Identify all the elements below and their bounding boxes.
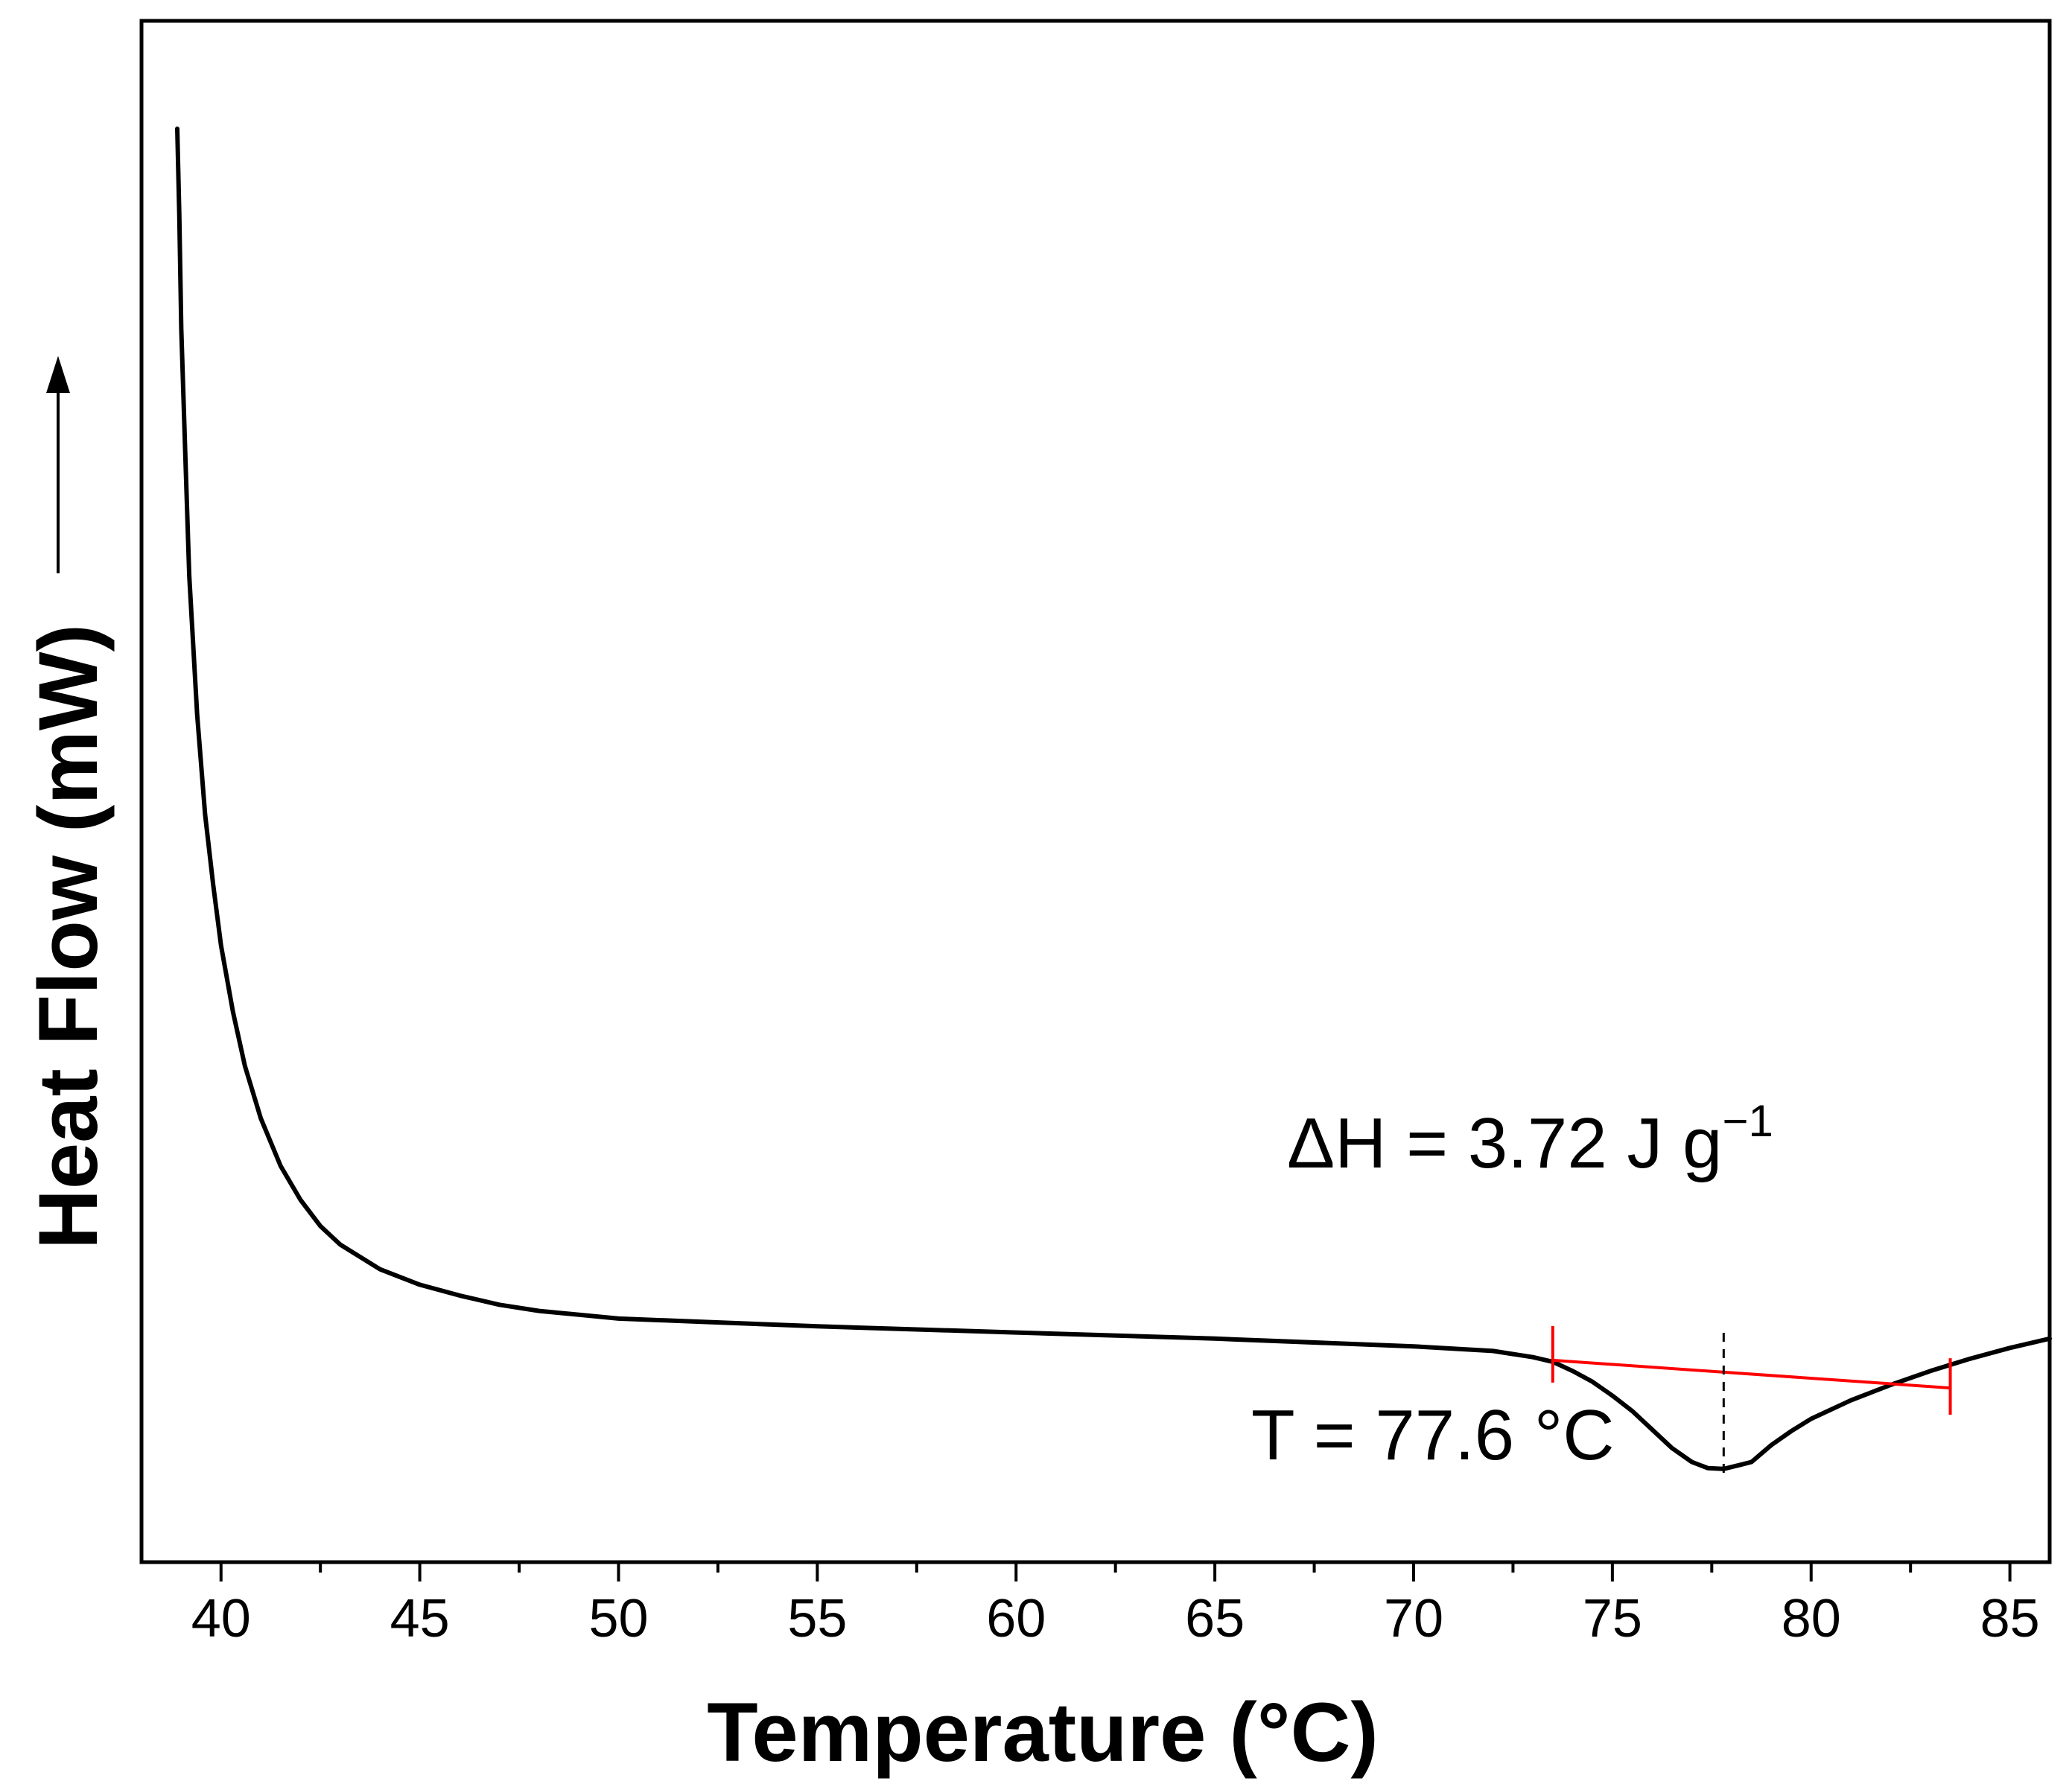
x-tick-label: 60 [986,1589,1046,1649]
peak-temperature-annotation: T = 77.6 °C [1251,1395,1615,1475]
integration-baseline [1551,1325,1952,1415]
enthalpy-superscript: −1 [1722,1096,1773,1146]
x-axis-title: Temperature (°C) [707,1686,1379,1779]
x-tick-label: 50 [588,1589,648,1649]
x-axis-ticks [219,1562,2012,1581]
baseline-line [1552,1358,1951,1390]
x-tick-label: 70 [1384,1589,1443,1649]
plot-frame [139,19,2052,1564]
enthalpy-annotation: ΔH = 3.72 J g−1 [1287,1096,1773,1183]
x-tick-label: 65 [1185,1589,1245,1649]
enthalpy-text: ΔH = 3.72 J g [1287,1103,1722,1183]
x-axis-tick-labels: 40 45 50 55 60 65 70 75 80 85 [191,1589,2040,1649]
x-tick-label: 40 [191,1589,251,1649]
y-axis-title-group: Heat Flow (mW) [22,356,115,1249]
heat-flow-curve [175,126,2052,1471]
x-tick-label: 55 [787,1589,847,1649]
x-tick-label: 85 [1980,1589,2040,1649]
x-tick-label: 45 [390,1589,450,1649]
x-tick-label: 80 [1782,1589,1841,1649]
y-axis-title: Heat Flow (mW) [22,624,115,1249]
y-axis-arrow-head [46,356,70,393]
x-tick-label: 75 [1583,1589,1642,1649]
